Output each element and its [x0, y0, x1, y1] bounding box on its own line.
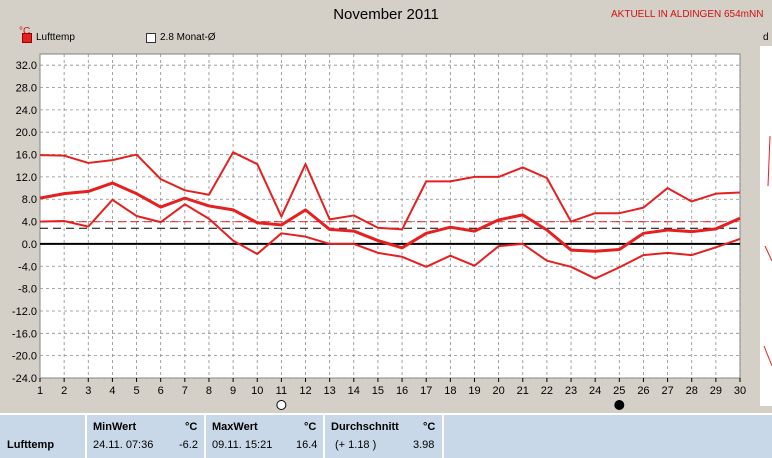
x-tick-label: 23 — [565, 385, 577, 397]
stats-max-cell: MaxWert °C 09.11. 15:21 16.4 — [206, 415, 323, 458]
full-moon-icon — [276, 400, 287, 410]
stats-avg-value: 3.98 — [413, 439, 435, 451]
grid — [39, 54, 741, 379]
x-tick-label: 13 — [324, 385, 336, 397]
y-tick-label: -12.0 — [12, 306, 37, 318]
y-tick-label: -4.0 — [18, 261, 37, 273]
series-line-min — [39, 198, 741, 280]
stats-avg-unit: °C — [423, 421, 436, 433]
x-tick-label: 29 — [710, 385, 722, 397]
x-tick-label: 28 — [686, 385, 698, 397]
x-tick-label: 26 — [637, 385, 649, 397]
stats-min-value: -6.2 — [179, 439, 198, 451]
y-axis-ticks: 32.0 28.0 24.0 20.0 16.0 12.0 8.0 4.0 0.0 -4.0 -8.… — [12, 60, 37, 385]
x-tick-label: 10 — [251, 385, 263, 397]
side-panel — [760, 46, 772, 406]
x-tick-label: 8 — [206, 385, 212, 397]
y-tick-label: 16.0 — [16, 150, 37, 162]
x-tick-label: 24 — [589, 385, 601, 397]
legend-item-lufttemp[interactable]: Lufttemp — [22, 32, 75, 43]
x-tick-label: 6 — [158, 385, 164, 397]
x-tick-label: 14 — [348, 385, 360, 397]
stats-max-value: 16.4 — [296, 439, 318, 451]
legend-swatch-lufttemp — [22, 32, 32, 43]
x-tick-label: 19 — [468, 385, 480, 397]
y-tick-label: 8.0 — [22, 194, 37, 206]
x-tick-label: 21 — [517, 385, 529, 397]
legend-swatch-monthly-mean — [146, 32, 156, 43]
station-headline: AKTUELL IN ALDINGEN 654mNN — [611, 9, 764, 20]
statistics-panel: Lufttemp MinWert °C 24.11. 07:36 -6.2 Ma… — [0, 413, 772, 458]
series-line-mean — [39, 181, 741, 253]
stats-max-header: MaxWert — [212, 421, 258, 433]
stats-min-header: MinWert — [93, 421, 137, 433]
x-tick-label: 27 — [661, 385, 673, 397]
x-tick-label: 1 — [37, 385, 43, 397]
x-tick-label: 5 — [133, 385, 139, 397]
y-tick-label: 24.0 — [16, 105, 37, 117]
x-tick-label: 15 — [372, 385, 384, 397]
x-tick-label: 17 — [420, 385, 432, 397]
stats-max-unit: °C — [304, 421, 317, 433]
x-tick-label: 11 — [276, 385, 287, 397]
y-tick-label: 20.0 — [16, 127, 37, 139]
x-tick-label: 9 — [230, 385, 236, 397]
stats-avg-cell: Durchschnitt °C (+ 1.18 ) 3.98 — [325, 415, 442, 458]
moon-phase-markers — [276, 400, 625, 410]
stats-min-unit: °C — [185, 421, 198, 433]
x-tick-label: 2 — [61, 385, 67, 397]
legend-label-lufttemp: Lufttemp — [36, 32, 75, 43]
legend-item-monthly-mean[interactable]: 2.8 Monat-Ø — [146, 32, 216, 43]
x-tick-label: 22 — [541, 385, 553, 397]
y-tick-label: 32.0 — [16, 60, 37, 72]
y-tick-label: 12.0 — [16, 172, 37, 184]
x-tick-label: 25 — [613, 385, 625, 397]
y-tick-label: -24.0 — [12, 373, 37, 385]
x-axis-ticks: 1 2 3 4 5 6 7 8 9 10 11 12 13 14 15 16 17 18 19 20 21 22 23 24 2… — [37, 378, 746, 397]
stats-avg-diff: (+ 1.18 ) — [335, 439, 377, 451]
new-moon-icon — [614, 400, 625, 410]
y-tick-label: 4.0 — [22, 217, 37, 229]
x-tick-label: 18 — [444, 385, 456, 397]
x-tick-label: 20 — [492, 385, 504, 397]
stats-empty-cell — [444, 415, 772, 458]
temperature-chart: 32.0 28.0 24.0 20.0 16.0 12.0 8.0 4.0 0.0 -4.0 -8.… — [12, 53, 746, 410]
stats-min-cell: MinWert °C 24.11. 07:36 -6.2 — [87, 415, 204, 458]
legend-label-monthly-mean: 2.8 Monat-Ø — [160, 32, 216, 43]
series-lines — [39, 151, 741, 280]
y-tick-label: -16.0 — [12, 328, 37, 340]
stats-row-label: Lufttemp — [7, 439, 55, 451]
y-tick-label: 28.0 — [16, 83, 37, 95]
x-tick-label: 30 — [734, 385, 746, 397]
x-tick-label: 16 — [396, 385, 408, 397]
stats-label-cell: Lufttemp — [0, 415, 85, 458]
stats-min-time: 24.11. 07:36 — [93, 439, 154, 451]
series-line-max — [39, 151, 741, 231]
y-tick-label: 0.0 — [22, 239, 37, 251]
x-tick-label: 3 — [85, 385, 91, 397]
y-tick-label: -8.0 — [18, 284, 37, 296]
stats-avg-header: Durchschnitt — [331, 421, 399, 433]
side-panel-graphic — [763, 135, 772, 367]
x-tick-label: 7 — [182, 385, 188, 397]
x-tick-label: 4 — [109, 385, 115, 397]
y-tick-label: -20.0 — [12, 351, 37, 363]
side-panel-label: d — [763, 32, 769, 43]
x-tick-label: 12 — [299, 385, 311, 397]
plot-area — [39, 53, 741, 379]
chart-title: November 2011 — [333, 6, 439, 23]
stats-max-time: 09.11. 15:21 — [212, 439, 273, 451]
y-axis-unit: °C — [19, 26, 31, 37]
